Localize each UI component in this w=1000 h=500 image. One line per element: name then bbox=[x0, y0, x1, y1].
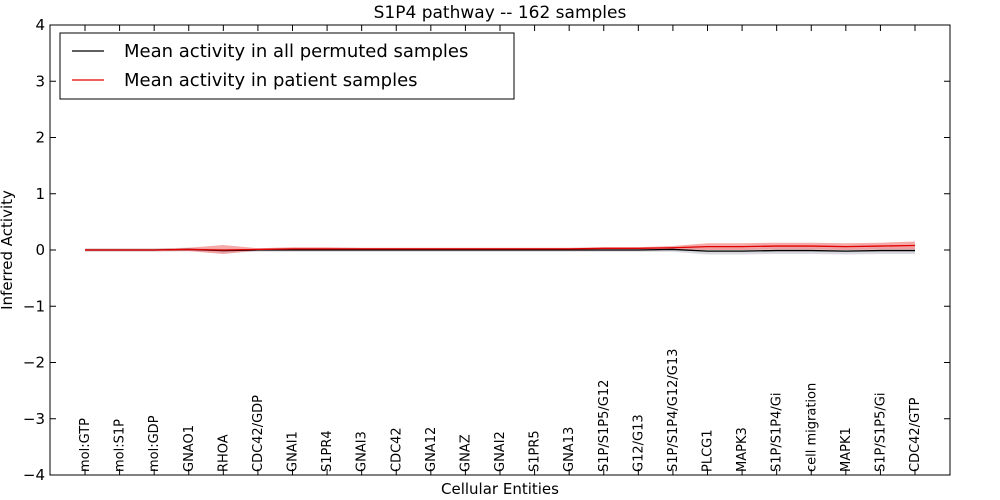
series-lines bbox=[85, 244, 916, 252]
band-series-1 bbox=[85, 241, 915, 254]
y-tick-label: 3 bbox=[35, 72, 45, 90]
y-tick-label: 4 bbox=[35, 16, 45, 34]
x-tick-label: MAPK1 bbox=[839, 427, 854, 472]
y-axis-ticks: −4 −3 −2 −1 0 1 2 3 4 bbox=[23, 16, 950, 484]
legend-label-patient: Mean activity in patient samples bbox=[124, 70, 418, 91]
y-tick-label: −4 bbox=[23, 466, 45, 484]
chart-title: S1P4 pathway -- 162 samples bbox=[374, 3, 627, 23]
x-tick-label: CDC42/GTP bbox=[908, 397, 923, 472]
x-tick-label: mol:GTP bbox=[78, 418, 93, 472]
y-tick-label: −2 bbox=[23, 354, 45, 372]
x-axis-labels: mol:GTP mol:S1P mol:GDP GNAO1 RHOA CDC42/GDP G… bbox=[78, 25, 923, 475]
line-series-1 bbox=[85, 244, 916, 251]
x-tick-label: S1P/S1P4/G12/G13 bbox=[666, 349, 681, 472]
x-tick-label: MAPK3 bbox=[735, 427, 750, 472]
legend-label-permuted: Mean activity in all permuted samples bbox=[124, 41, 468, 62]
y-axis-label: Inferred Activity bbox=[0, 190, 16, 310]
plot-area-frame bbox=[49, 24, 951, 476]
x-tick-label: GNAI2 bbox=[493, 431, 508, 472]
y-tick-label: 0 bbox=[35, 241, 45, 259]
y-tick-label: 1 bbox=[35, 185, 45, 203]
x-tick-label: CDC42/GDP bbox=[251, 395, 266, 472]
x-tick-label: PLCG1 bbox=[701, 429, 716, 472]
x-tick-label: GNAO1 bbox=[182, 425, 197, 472]
x-tick-label: S1P/S1P5/G12 bbox=[597, 380, 612, 472]
legend-box bbox=[59, 32, 515, 100]
y-tick-label: −1 bbox=[23, 297, 45, 315]
x-tick-label: mol:GDP bbox=[147, 415, 162, 472]
x-tick-label: G12/G13 bbox=[631, 414, 646, 472]
x-tick-label: S1P/S1P5/Gi bbox=[873, 393, 888, 472]
x-tick-label: S1PR4 bbox=[320, 430, 335, 472]
x-axis-label: Cellular Entities bbox=[441, 480, 559, 498]
confidence-bands bbox=[85, 241, 915, 255]
x-tick-label: CDC42 bbox=[389, 427, 404, 472]
x-tick-label: GNAI1 bbox=[286, 431, 301, 472]
y-tick-label: 2 bbox=[35, 129, 45, 147]
y-tick-label: −3 bbox=[23, 410, 45, 428]
x-tick-label: mol:S1P bbox=[113, 419, 128, 472]
x-tick-label: GNAI3 bbox=[355, 431, 370, 472]
x-tick-label: GNAZ bbox=[458, 434, 473, 472]
x-tick-label: GNA13 bbox=[562, 427, 577, 472]
x-tick-label: GNA12 bbox=[424, 427, 439, 472]
x-tick-label: RHOA bbox=[216, 434, 231, 472]
x-tick-label: cell migration bbox=[804, 383, 819, 472]
legend: Mean activity in all permuted samples Me… bbox=[59, 32, 515, 100]
x-tick-label: S1P/S1P4/Gi bbox=[770, 393, 785, 472]
x-tick-label: S1PR5 bbox=[528, 430, 543, 472]
